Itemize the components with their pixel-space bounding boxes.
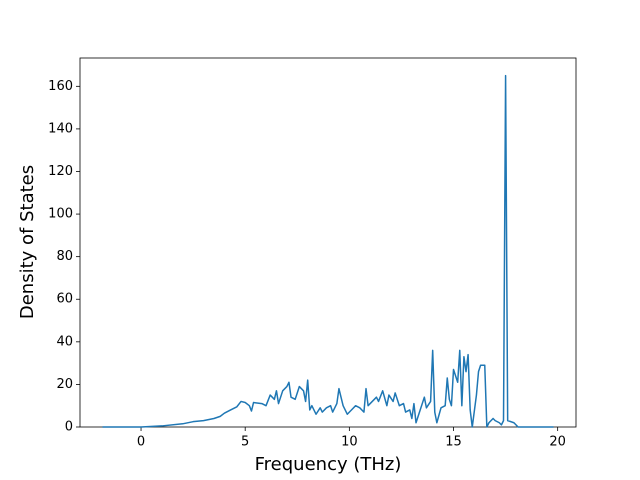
y-tick-label: 60 bbox=[56, 292, 73, 307]
x-tick-label: 5 bbox=[241, 435, 249, 450]
y-tick-label: 80 bbox=[56, 249, 73, 264]
y-tick-label: 20 bbox=[56, 377, 73, 392]
x-tick-label: 15 bbox=[445, 435, 462, 450]
y-tick-label: 0 bbox=[65, 420, 73, 435]
y-tick-label: 120 bbox=[48, 164, 73, 179]
x-tick-label: 0 bbox=[137, 435, 145, 450]
y-tick-label: 100 bbox=[48, 207, 73, 222]
y-tick-label: 160 bbox=[48, 79, 73, 94]
x-axis-label: Frequency (THz) bbox=[255, 454, 402, 475]
y-tick-label: 40 bbox=[56, 334, 73, 349]
x-tick-label: 10 bbox=[341, 435, 358, 450]
plot-frame bbox=[79, 57, 577, 428]
y-tick-label: 140 bbox=[48, 121, 73, 136]
x-tick-label: 20 bbox=[549, 435, 566, 450]
line-series bbox=[102, 74, 554, 428]
y-axis-label: Density of States bbox=[17, 165, 38, 319]
